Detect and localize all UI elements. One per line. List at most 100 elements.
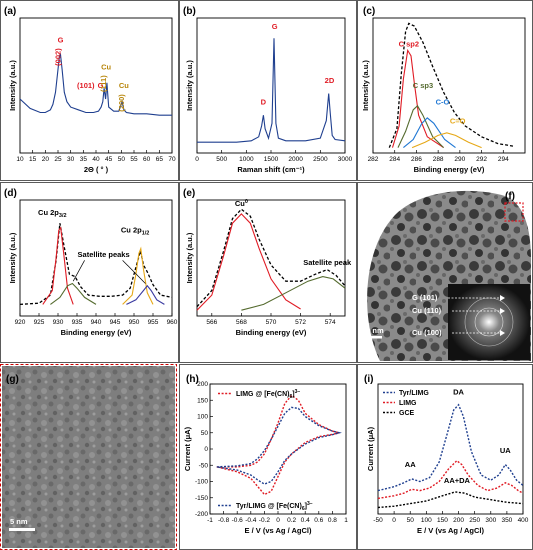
x-tick-label-i: 350	[501, 517, 512, 524]
y-axis-label-a: Intensity (a.u.)	[8, 60, 17, 111]
x-tick-label-d: 940	[91, 319, 102, 326]
annotation-a-3: Cu	[119, 81, 129, 90]
x-tick-label-c: 294	[498, 156, 509, 163]
annotation-a-2-sub: (111)	[99, 75, 108, 92]
fft-label-cu100: Cu (100)	[412, 328, 442, 337]
x-tick-label-a: 70	[168, 156, 176, 163]
series-d-cu-2p3-2	[42, 226, 74, 305]
x-tick-label-i: -50	[373, 517, 383, 524]
x-tick-label-a: 55	[130, 156, 138, 163]
scale-bar-g	[9, 528, 35, 531]
annotation-sup-e: 0	[245, 199, 248, 205]
annotation-a-2: Cu	[101, 62, 111, 71]
annotation-c-3: C=O	[450, 116, 466, 125]
legend-label-h-1: Tyr/LIMG @ [Fe(CN)6]3−	[236, 501, 313, 512]
scale-bar-label-g: 5 nm	[10, 517, 28, 526]
legend-label-i-2: GCE	[399, 410, 415, 417]
x-tick-label-a: 10	[16, 156, 24, 163]
series-e-satellite-peak	[241, 276, 346, 311]
chart-d: 920 925 930 935 940 945 950 955 960 Binding energ…	[4, 188, 178, 337]
series-c-c-sp2	[391, 48, 444, 149]
annotation-sub-d-0: 3/2	[59, 213, 67, 219]
series-c-c-o	[411, 132, 482, 149]
y-tick-label-h: -150	[195, 495, 208, 502]
annotation-e-1: Satellite peak	[303, 258, 352, 267]
panel-a-frame	[0, 0, 179, 181]
series-c-c-o	[403, 117, 456, 149]
plot-area-a	[19, 17, 173, 154]
series-d-satellite-2	[126, 284, 165, 305]
series-i-limg	[377, 459, 524, 500]
x-tick-label-a: 20	[42, 156, 50, 163]
plot-area-h	[209, 383, 347, 515]
x-tick-label-h: -1	[207, 517, 213, 524]
x-axis-label-d: Binding energy (eV)	[61, 328, 132, 337]
annotation-c-2: C-O	[436, 97, 450, 106]
annotation-i-1: UA	[500, 446, 511, 455]
zoom-region-box	[504, 202, 524, 222]
x-tick-label-c: 282	[368, 156, 379, 163]
x-tick-label-a: 65	[156, 156, 164, 163]
x-tick-label-i: 300	[485, 517, 496, 524]
series-h-limg-fe-cn-6-3-	[216, 394, 340, 496]
series-c-envelope	[388, 22, 515, 148]
x-tick-label-c: 292	[476, 156, 487, 163]
x-tick-label-e: 568	[236, 319, 247, 326]
x-tick-label-h: 0.8	[328, 517, 337, 524]
panel-c-frame	[357, 0, 533, 181]
chart-b: 0 500 1000 1500 2000 2500 3000 Raman shift (cm⁻…	[183, 6, 353, 174]
panel-e-frame	[179, 182, 357, 363]
series-d-cu-2p1-2	[122, 246, 154, 305]
series-d-satellite-1	[50, 282, 97, 305]
fft-label-g101: G (101)	[412, 293, 438, 302]
x-tick-label-d: 930	[53, 319, 64, 326]
plot-area-i	[377, 383, 524, 515]
x-axis-label-e: Binding energy (eV)	[236, 328, 307, 337]
y-axis-label-e: Intensity (a.u.)	[185, 232, 194, 283]
panel-label-a: (a)	[4, 6, 16, 17]
x-tick-label-d: 960	[167, 319, 178, 326]
y-axis-label-h: Current (μA)	[183, 426, 192, 471]
annotation-a-1-sub: (101)	[77, 81, 95, 90]
x-tick-label-h: -0.4	[245, 517, 257, 524]
x-tick-label-a: 50	[118, 156, 126, 163]
y-tick-label-h: 200	[197, 381, 208, 388]
x-tick-label-i: 150	[437, 517, 448, 524]
y-tick-label-h: 100	[197, 414, 208, 421]
x-tick-label-b: 500	[216, 156, 227, 163]
x-tick-label-d: 945	[110, 319, 121, 326]
x-tick-label-d: 950	[129, 319, 140, 326]
panel-g-frame	[0, 364, 177, 550]
annotation-a-3-sub: (200)	[117, 94, 126, 112]
tem-image-f: G (101) Cu (110) Cu (100) 20 nm (f)	[359, 184, 531, 361]
series-e-envelope	[196, 208, 346, 308]
annotation-a-1: G	[98, 81, 104, 90]
x-tick-label-a: 30	[67, 156, 75, 163]
annotation-c-0: C sp2	[399, 39, 419, 48]
annotation-d-0: Cu 2p3/2	[38, 208, 67, 219]
x-tick-label-b: 2000	[288, 156, 303, 163]
fft-label-cu110: Cu (110)	[412, 306, 442, 315]
series-h-tyr-limg-fe-cn-6-3-	[216, 406, 342, 485]
x-tick-label-b: 1000	[239, 156, 254, 163]
legend-sub-h-1: 6	[302, 506, 305, 512]
x-tick-label-c: 284	[389, 156, 400, 163]
y-tick-label-h: 50	[201, 430, 209, 437]
y-tick-label-h: -100	[195, 479, 208, 486]
y-axis-label-c: Intensity (a.u.)	[361, 60, 370, 111]
panel-label-d: (d)	[4, 188, 17, 199]
plot-area-b	[196, 17, 346, 154]
x-tick-label-h: 0.6	[314, 517, 323, 524]
x-tick-label-b: 2500	[313, 156, 328, 163]
x-tick-label-e: 574	[325, 319, 336, 326]
plot-area-c	[372, 17, 526, 154]
x-tick-label-a: 25	[54, 156, 62, 163]
y-axis-label-b: Intensity (a.u.)	[185, 60, 194, 111]
annotation-a-0-sub: (002)	[54, 48, 63, 66]
x-tick-label-h: -0.2	[259, 517, 271, 524]
x-axis-label-b: Raman shift (cm⁻¹)	[237, 165, 305, 174]
panel-label-c: (c)	[363, 6, 375, 17]
x-tick-label-b: 0	[195, 156, 199, 163]
legend-label-h-0: LIMG @ [Fe(CN)6]3−	[236, 389, 300, 400]
